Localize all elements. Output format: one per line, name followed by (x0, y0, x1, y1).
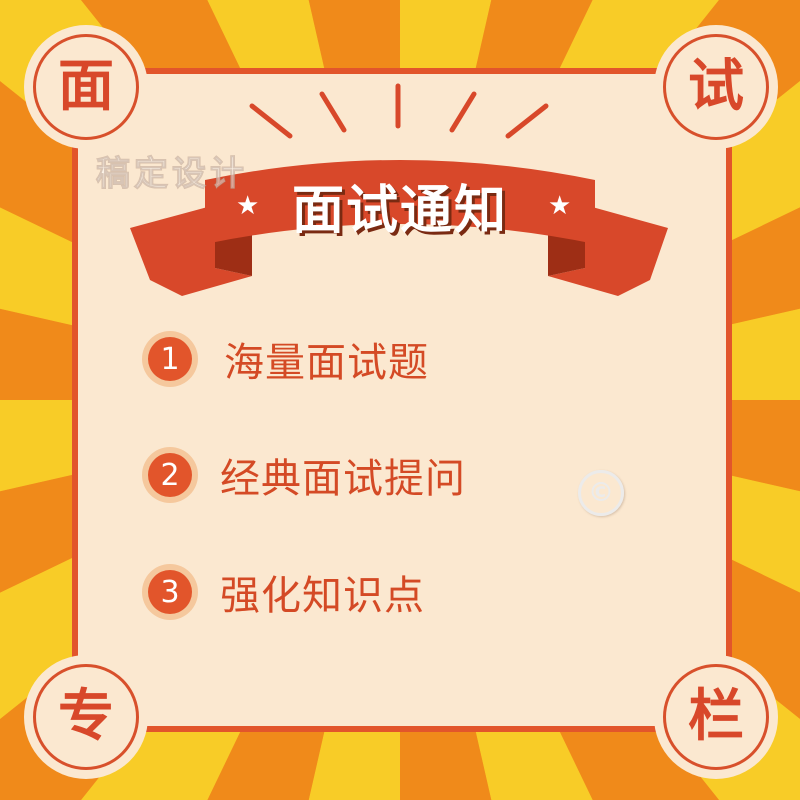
ribbon-banner (130, 83, 668, 296)
ribbon-body (205, 160, 595, 244)
corner-char-top-left: 面 (58, 54, 114, 119)
corner-char-bottom-right: 栏 (688, 684, 744, 749)
corner-ring: 专 (33, 664, 139, 770)
ribbon-tail-left (130, 205, 252, 296)
copyright-icon: © (578, 470, 624, 516)
number-badge-value: 3 (148, 570, 192, 614)
star-icon: ★ (236, 191, 260, 221)
number-badge-value: 1 (148, 337, 192, 381)
list-item: 2 经典面试提问 (142, 446, 466, 504)
corner-char-bottom-left: 专 (58, 684, 114, 749)
corner-ring: 栏 (663, 664, 769, 770)
corner-badge-bottom-right: 栏 (654, 655, 778, 779)
list-item: 1 海量面试题 (142, 330, 429, 388)
number-badge: 2 (142, 447, 198, 503)
spark-lines (249, 83, 549, 139)
corner-char-top-right: 试 (688, 54, 744, 119)
number-badge-value: 2 (148, 453, 192, 497)
corner-ring: 试 (663, 34, 769, 140)
corner-badge-top-left: 面 (24, 25, 148, 149)
number-badge: 3 (142, 564, 198, 620)
ribbon-title: 面试通知 (291, 181, 508, 241)
number-badge: 1 (142, 331, 198, 387)
corner-ring: 面 (33, 34, 139, 140)
corner-badge-bottom-left: 专 (24, 655, 148, 779)
list-item-label: 海量面试题 (224, 340, 429, 386)
corner-badge-top-right: 试 (654, 25, 778, 149)
list-item: 3 强化知识点 (142, 563, 425, 621)
ribbon-tail-right (548, 205, 668, 296)
star-icon: ★ (548, 191, 572, 221)
list-item-label: 经典面试提问 (220, 456, 466, 502)
list-item-label: 强化知识点 (220, 573, 425, 619)
watermark-text: 稿定设计 (96, 154, 248, 195)
